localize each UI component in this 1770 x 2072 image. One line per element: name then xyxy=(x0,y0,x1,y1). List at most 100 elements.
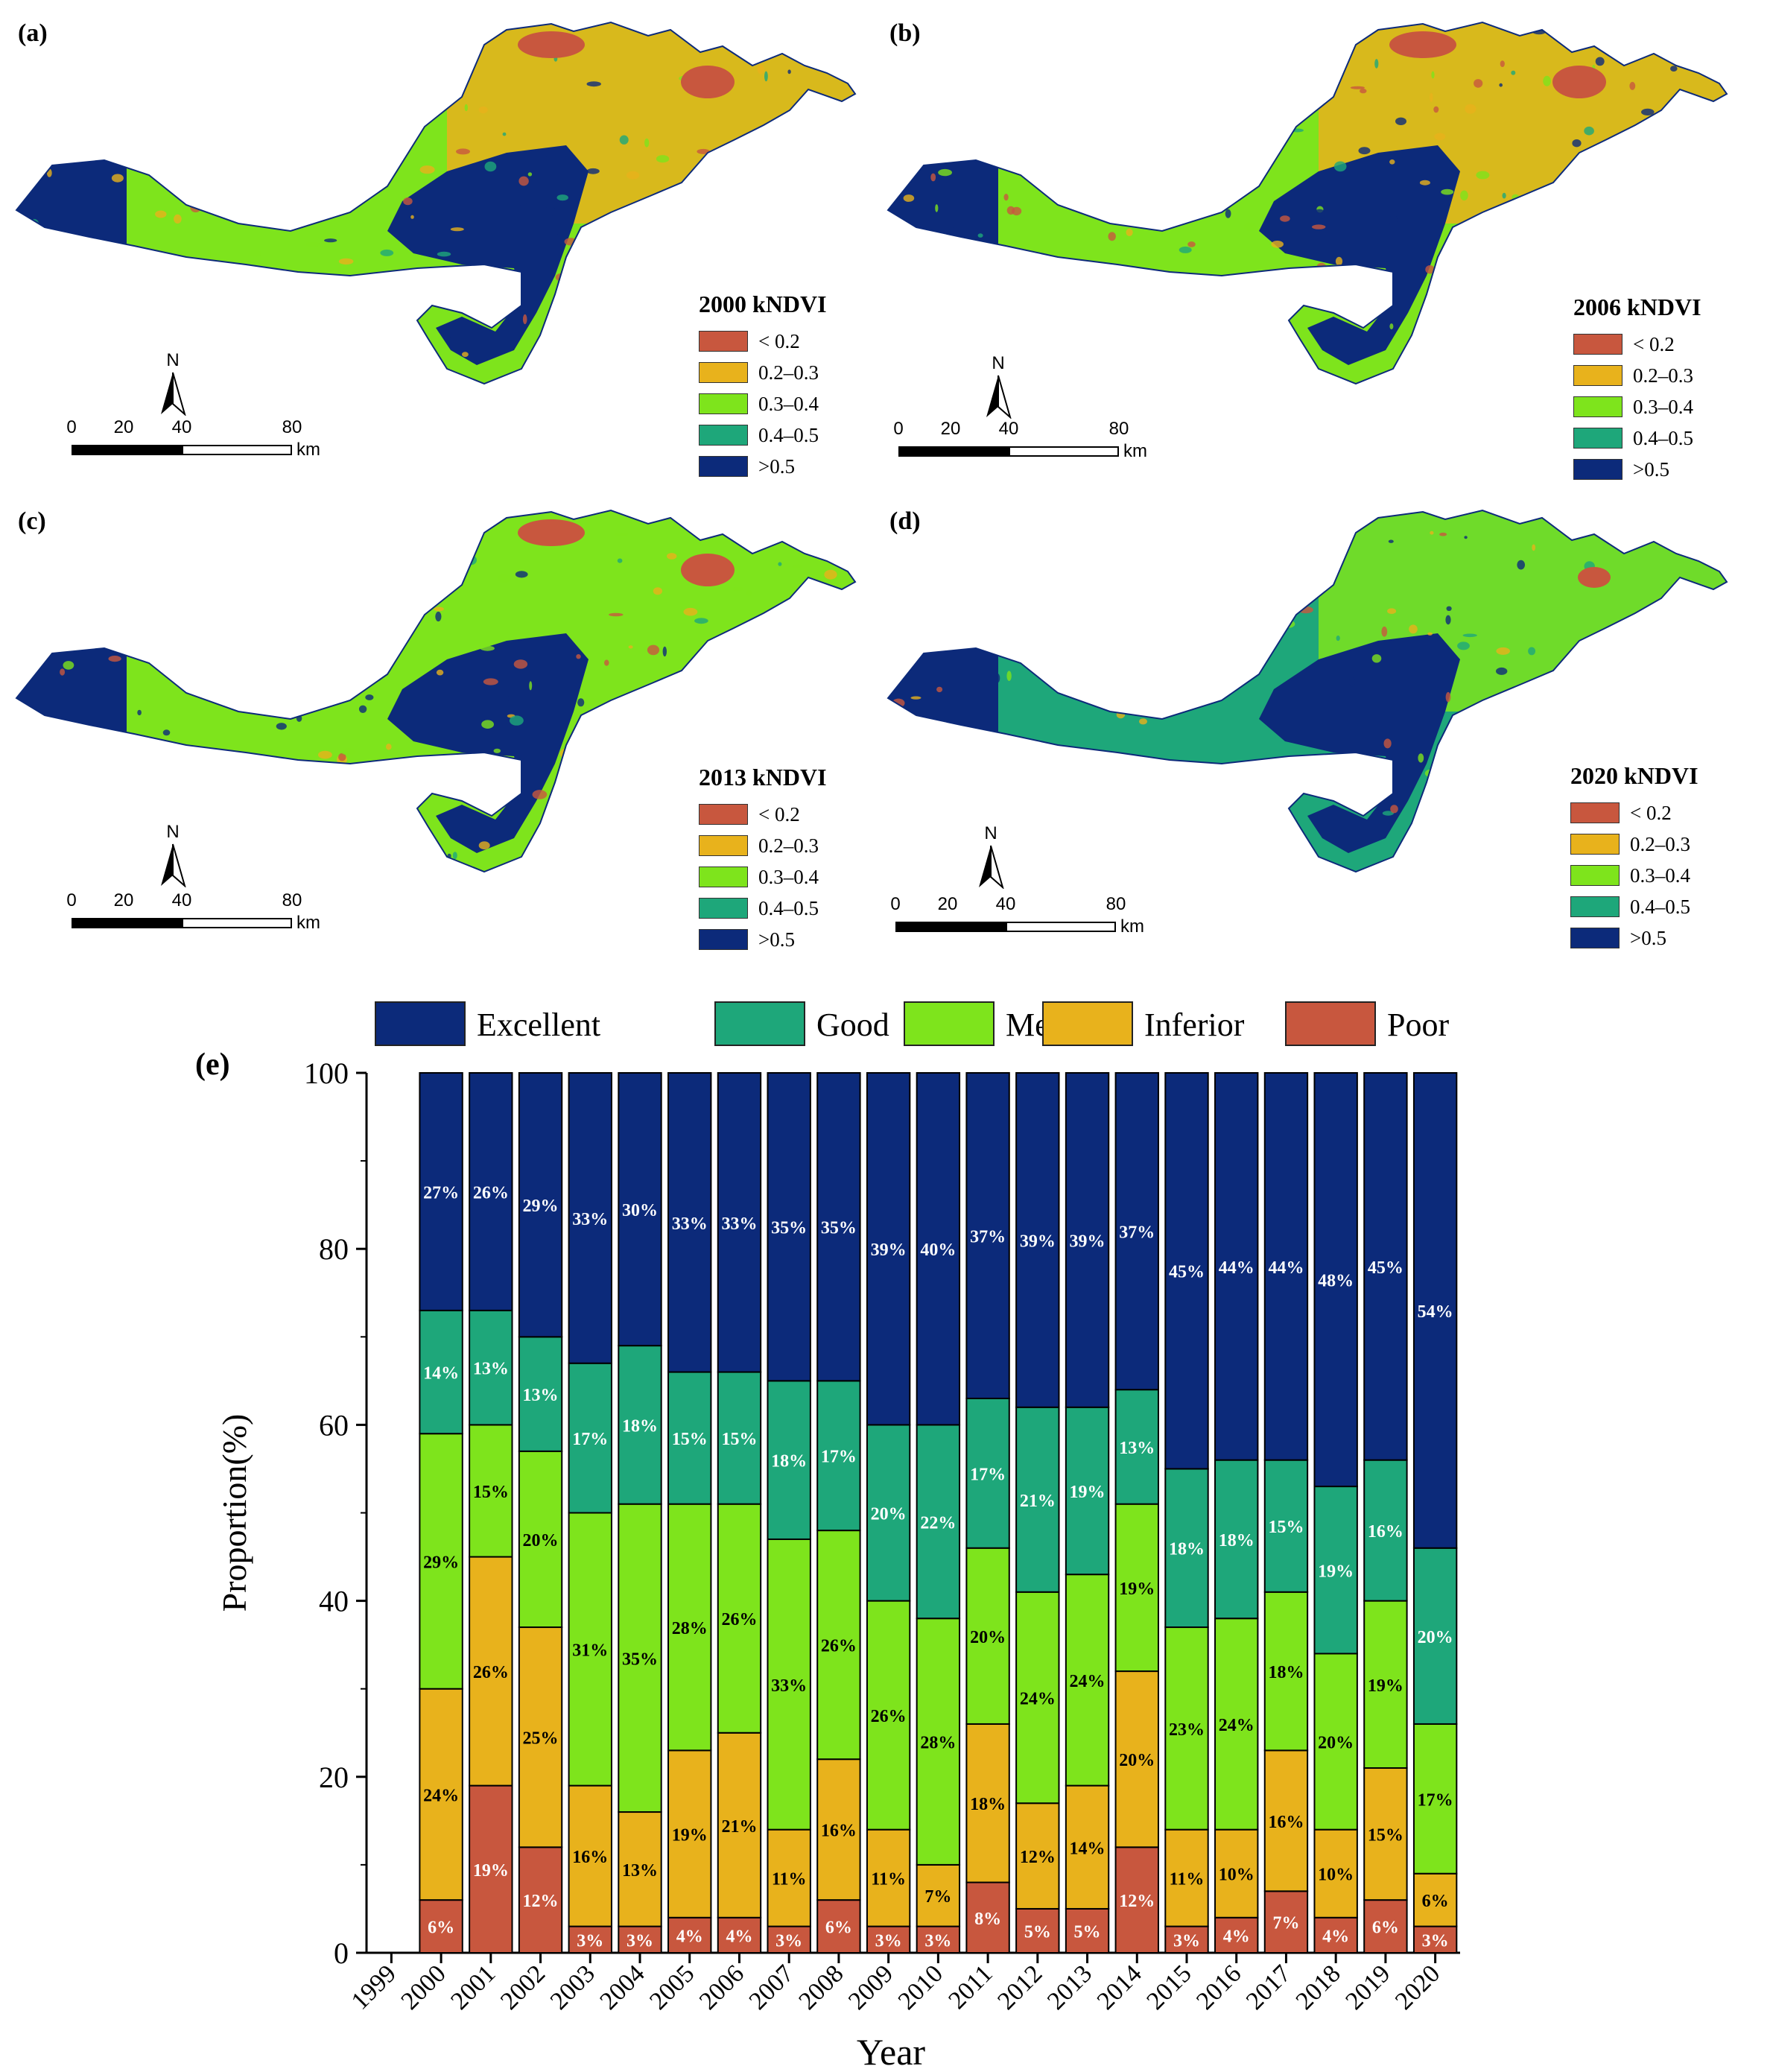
scale-tick-label: 80 xyxy=(282,417,302,437)
bar-poor-2005 xyxy=(667,1916,712,1954)
bar-medium-2009 xyxy=(866,1600,911,1831)
north-arrow-icon xyxy=(161,843,186,888)
legend-swatch xyxy=(1570,896,1620,917)
legend-label: 0.4–0.5 xyxy=(1630,895,1690,918)
legend-swatch xyxy=(1570,928,1620,948)
bar-good-2016 xyxy=(1214,1459,1259,1620)
map-panel-d: (d) 2020 kNDVI < 0.2 0.2–0.3 0.3–0.4 0.4–0.… xyxy=(872,488,1743,965)
data-label: 39% xyxy=(1020,1232,1056,1251)
x-tick-label: 2010 xyxy=(893,1959,948,2015)
bar-inferior-2005 xyxy=(667,1749,712,1919)
data-label: 54% xyxy=(1418,1302,1453,1322)
bar-poor-2018 xyxy=(1313,1916,1358,1954)
scale-tick-label: 40 xyxy=(171,890,192,910)
data-label: 48% xyxy=(1318,1272,1354,1291)
legend-swatch xyxy=(1570,802,1620,823)
bar-good-2013 xyxy=(1065,1406,1110,1576)
data-label: 4% xyxy=(1223,1927,1250,1946)
x-tick-label: 2013 xyxy=(1042,1959,1097,2015)
data-label: 6% xyxy=(1422,1892,1449,1911)
data-label: 6% xyxy=(825,1919,852,1938)
bar-medium-2001 xyxy=(469,1424,513,1558)
scale-tick-label: 0 xyxy=(66,890,77,910)
data-label: 44% xyxy=(1219,1258,1254,1278)
bar-poor-2002 xyxy=(518,1846,563,1954)
data-label: 35% xyxy=(821,1219,857,1238)
legend-swatch xyxy=(699,456,748,477)
bar-excellent-2009 xyxy=(866,1072,911,1426)
bar-inferior-2000 xyxy=(419,1688,463,1901)
map-legend-a: 2000 kNDVI < 0.2 0.2–0.3 0.3–0.4 0.4–0.5 >0.… xyxy=(699,291,827,482)
north-label: N xyxy=(166,822,180,842)
scale-tick-label: 80 xyxy=(1108,419,1129,439)
data-label: 3% xyxy=(775,1931,802,1951)
scale-bar: 0 20 40 80 km xyxy=(66,890,340,934)
x-tick-label: 2014 xyxy=(1092,1959,1147,2015)
data-label: 29% xyxy=(423,1553,459,1572)
legend-swatch xyxy=(1573,365,1622,386)
data-label: 19% xyxy=(672,1826,708,1846)
y-tick-label: 0 xyxy=(334,1936,349,1970)
north-label: N xyxy=(984,823,997,843)
data-label: 45% xyxy=(1169,1263,1205,1282)
x-tick-label: 2020 xyxy=(1390,1959,1445,2015)
bar-inferior-2006 xyxy=(717,1732,762,1919)
north-arrow-icon xyxy=(161,372,186,416)
legend-label: 0.2–0.3 xyxy=(1630,832,1690,855)
scale-unit: km xyxy=(1123,441,1147,461)
data-label: 6% xyxy=(1372,1919,1399,1938)
x-tick-label: 2015 xyxy=(1141,1959,1196,2015)
legend-item: 0.3–0.4 xyxy=(1570,860,1698,891)
legend-label: 0.3–0.4 xyxy=(1633,395,1693,418)
data-label: 20% xyxy=(1318,1734,1354,1753)
bar-medium-2003 xyxy=(568,1512,612,1787)
bar-inferior-2016 xyxy=(1214,1828,1259,1919)
map-panel-b: (b) 2006 kNDVI < 0.2 0.2–0.3 0.3–0.4 0.4–0.… xyxy=(872,0,1743,481)
data-label: 33% xyxy=(721,1214,757,1234)
x-tick-label: 2011 xyxy=(943,1959,997,2014)
data-label: 11% xyxy=(871,1870,906,1889)
data-label: 13% xyxy=(622,1861,658,1881)
legend-item: < 0.2 xyxy=(699,799,827,830)
bar-medium-2013 xyxy=(1065,1574,1110,1787)
data-label: 31% xyxy=(572,1641,608,1661)
data-label: 14% xyxy=(1070,1839,1106,1858)
scale-segment xyxy=(72,918,182,928)
data-label: 18% xyxy=(622,1416,658,1436)
data-label: 17% xyxy=(572,1430,608,1449)
legend-label: 0.3–0.4 xyxy=(758,865,819,888)
legend-item: < 0.2 xyxy=(1570,797,1698,829)
data-label: 37% xyxy=(1119,1223,1155,1243)
bar-inferior-2011 xyxy=(965,1723,1010,1884)
data-label: 18% xyxy=(970,1795,1006,1814)
legend-title: 2006 kNDVI xyxy=(1573,294,1701,320)
data-label: 40% xyxy=(920,1241,956,1260)
data-label: 17% xyxy=(1418,1790,1453,1810)
data-label: 3% xyxy=(1422,1931,1449,1951)
bar-poor-2019 xyxy=(1363,1899,1408,1954)
legend-swatch xyxy=(699,804,748,825)
bar-excellent-2012 xyxy=(1015,1072,1060,1408)
legend-swatch xyxy=(699,929,748,950)
scale-segment xyxy=(182,445,292,455)
x-tick-label: 1999 xyxy=(346,1959,402,2015)
data-label: 15% xyxy=(1368,1826,1403,1846)
data-label: 4% xyxy=(726,1927,752,1946)
bar-medium-2010 xyxy=(916,1618,961,1866)
x-tick-label: 2018 xyxy=(1291,1959,1346,2015)
scale-segment xyxy=(1006,922,1116,932)
bar-excellent-2014 xyxy=(1114,1072,1159,1391)
legend-swatch xyxy=(1573,428,1622,449)
legend-swatch xyxy=(699,362,748,383)
x-tick-label: 2016 xyxy=(1191,1959,1246,2015)
data-label: 26% xyxy=(871,1707,907,1726)
bar-inferior-2008 xyxy=(816,1758,861,1901)
data-label: 13% xyxy=(523,1386,559,1405)
x-tick-label: 2019 xyxy=(1340,1959,1395,2015)
legend-swatch xyxy=(1573,459,1622,480)
bar-good-2012 xyxy=(1015,1406,1060,1593)
data-label: 3% xyxy=(577,1931,603,1951)
data-label: 24% xyxy=(423,1786,459,1805)
legend-item: 0.2–0.3 xyxy=(699,357,827,388)
data-label: 3% xyxy=(1173,1931,1200,1951)
